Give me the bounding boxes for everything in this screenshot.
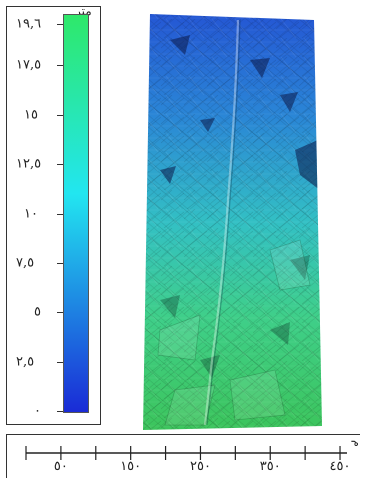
colorbar-tick-mark (57, 262, 63, 264)
terrain-surface (143, 14, 322, 430)
scale-label: ٢٥٠ (189, 459, 211, 474)
colorbar-tick-label: ٧,٥ (16, 255, 35, 271)
colorbar-tick-label: ٠ (34, 403, 41, 419)
colorbar-tick-mark (57, 312, 63, 314)
colorbar-tick-mark (57, 164, 63, 166)
colorbar-tick-mark (57, 361, 63, 363)
terrain-shadows (160, 35, 320, 190)
scale-label: ٤٥٠ (329, 459, 351, 474)
colorbar-tick-label: ٢,٥ (16, 354, 35, 370)
colorbar-tick-label: ١٩,٦ (16, 16, 42, 32)
colorbar-tick-label: ١٧,٥ (16, 57, 42, 73)
scale-label: ٥٠ (53, 459, 68, 474)
scale-box (6, 434, 360, 478)
colorbar-tick-mark (57, 411, 63, 412)
colorbar-tick-label: ١٢,٥ (16, 156, 42, 172)
channel-line (203, 19, 240, 426)
scale-unit: م (351, 440, 364, 447)
scale-label: ٣٥٠ (259, 459, 281, 474)
scale-label: ١٥٠ (120, 459, 142, 474)
colorbar-tick-label: ٥ (34, 304, 41, 320)
colorbar-tick-label: ١٠ (24, 206, 38, 222)
colorbar-tick-mark (57, 114, 63, 116)
colorbar-tick-mark (57, 213, 63, 215)
colorbar (63, 14, 89, 413)
colorbar-tick-mark (57, 24, 63, 25)
colorbar-tick-label: ١٥ (24, 107, 38, 123)
colorbar-tick-mark (57, 65, 63, 67)
